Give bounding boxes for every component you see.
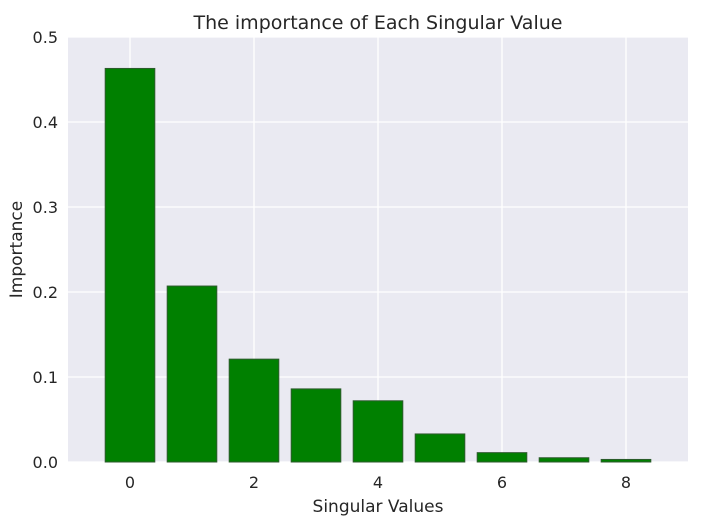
x-tick-labels: 0 2 4 6 8 <box>125 473 631 492</box>
x-axis-label: Singular Values <box>313 497 444 517</box>
y-tick-label: 0.3 <box>33 198 58 217</box>
y-tick-label: 0.1 <box>33 368 58 387</box>
bar-3 <box>290 388 342 463</box>
bar-1 <box>166 285 218 463</box>
y-axis-label: Importance <box>7 201 27 298</box>
y-tick-label: 0.0 <box>33 453 58 472</box>
bars <box>104 67 652 463</box>
bar-4 <box>352 400 404 463</box>
bar-7 <box>538 457 590 463</box>
chart-title: The importance of Each Singular Value <box>193 12 563 34</box>
bar-2 <box>228 358 280 463</box>
x-tick-label: 0 <box>125 473 135 492</box>
x-tick-label: 8 <box>621 473 631 492</box>
bar-0 <box>104 67 156 463</box>
y-tick-label: 0.2 <box>33 283 58 302</box>
x-tick-label: 6 <box>497 473 507 492</box>
y-tick-labels: 0.0 0.1 0.2 0.3 0.4 0.5 <box>33 28 58 472</box>
bar-8 <box>600 458 652 463</box>
x-tick-label: 2 <box>249 473 259 492</box>
bar-6 <box>476 452 528 463</box>
y-tick-label: 0.5 <box>33 28 58 47</box>
x-tick-label: 4 <box>373 473 383 492</box>
y-tick-label: 0.4 <box>33 113 58 132</box>
bar-5 <box>414 433 466 463</box>
